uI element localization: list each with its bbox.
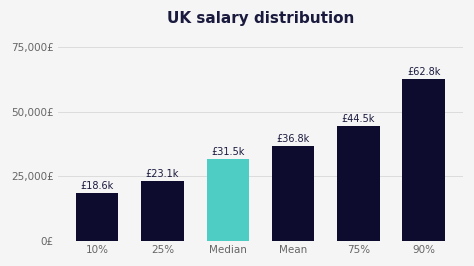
Text: £44.5k: £44.5k [342, 114, 375, 124]
Bar [76, 193, 118, 241]
Bar [207, 159, 249, 241]
Text: £23.1k: £23.1k [146, 169, 179, 179]
Text: £31.5k: £31.5k [211, 147, 245, 157]
Bar [272, 146, 314, 241]
Title: UK salary distribution: UK salary distribution [167, 11, 354, 26]
Bar [402, 79, 445, 241]
Text: £18.6k: £18.6k [81, 181, 114, 191]
Text: £62.8k: £62.8k [407, 66, 440, 77]
Text: £36.8k: £36.8k [276, 134, 310, 144]
Bar [337, 126, 380, 241]
Bar [141, 181, 184, 241]
